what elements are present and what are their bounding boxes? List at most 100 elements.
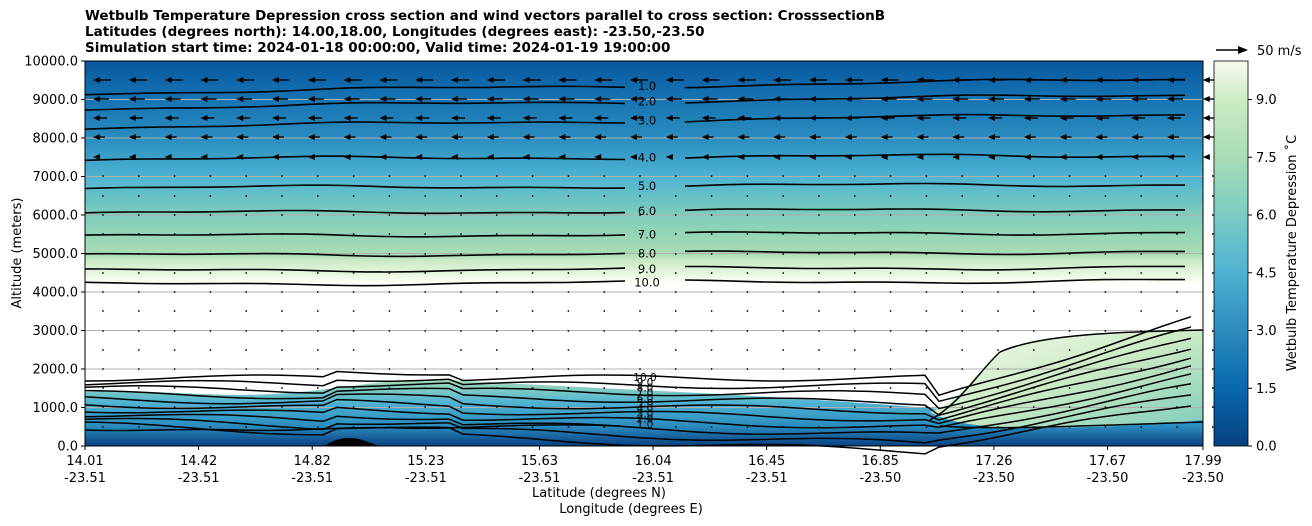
wind-vector bbox=[495, 233, 498, 235]
wind-vector bbox=[1140, 272, 1143, 274]
wind-vector bbox=[782, 175, 785, 177]
wind-vector bbox=[316, 233, 319, 235]
wind-vector-head bbox=[486, 154, 494, 160]
wind-vector bbox=[1211, 233, 1214, 235]
wind-vector-head bbox=[415, 77, 423, 83]
wind-vector-head bbox=[486, 134, 494, 140]
wind-vector bbox=[1032, 406, 1035, 408]
wind-vector bbox=[567, 310, 570, 312]
x-tick-label-lon: -23.51 bbox=[632, 471, 674, 486]
lower-contour-label: 6.0 bbox=[637, 393, 654, 405]
wind-vector bbox=[1104, 272, 1107, 274]
wind-vector bbox=[889, 368, 892, 370]
wind-vector bbox=[853, 272, 856, 274]
wind-vector-head bbox=[988, 96, 995, 102]
wind-vector bbox=[531, 426, 534, 428]
wind-vector bbox=[674, 330, 677, 332]
wind-vector bbox=[1211, 406, 1214, 408]
wind-vector-head bbox=[128, 96, 136, 102]
wind-vector bbox=[961, 406, 964, 408]
wind-vector bbox=[1104, 349, 1107, 351]
wind-vector bbox=[531, 253, 534, 255]
wind-vector bbox=[460, 310, 462, 312]
lower-contour-label: 10.0 bbox=[633, 372, 656, 384]
wind-vector-head bbox=[1202, 154, 1210, 160]
contour-line bbox=[684, 208, 1185, 213]
wind-vector bbox=[495, 214, 498, 216]
wind-vector-head bbox=[200, 77, 208, 83]
y-axis-label: Altitude (meters) bbox=[10, 198, 25, 309]
x-tick-label-lat: 17.26 bbox=[975, 454, 1012, 469]
colorbar: 0.0 1.5 3.0 4.5 6.0 7.5 9.0 Wetbulb Temperatur… bbox=[1213, 60, 1300, 455]
wind-vector-head bbox=[1059, 115, 1067, 121]
wind-vector-head bbox=[379, 96, 387, 102]
wind-vector bbox=[137, 349, 140, 351]
wind-vector bbox=[209, 175, 212, 177]
wind-vector-head bbox=[451, 96, 458, 102]
wind-vector bbox=[961, 195, 964, 197]
wind-vector bbox=[818, 387, 820, 389]
wind-vector-head bbox=[415, 96, 423, 102]
wind-vector bbox=[281, 426, 283, 428]
wind-vector bbox=[1176, 387, 1178, 389]
wind-vector bbox=[388, 291, 391, 293]
wind-vector bbox=[352, 330, 355, 332]
wind-vector bbox=[137, 310, 140, 312]
wind-vector bbox=[1176, 175, 1178, 177]
wind-vector bbox=[782, 233, 785, 235]
wind-vector bbox=[531, 349, 534, 351]
wind-vector bbox=[388, 330, 391, 332]
wind-vector bbox=[674, 272, 677, 274]
lower-contour-line bbox=[84, 382, 1192, 435]
wind-vector-head bbox=[236, 115, 244, 121]
wind-vector bbox=[209, 368, 212, 370]
wind-vector bbox=[137, 330, 140, 332]
wind-vector bbox=[674, 253, 677, 255]
wind-vector bbox=[925, 175, 928, 177]
lower-contour-label: 2.0 bbox=[637, 414, 654, 426]
wind-vector-head bbox=[773, 134, 781, 140]
wind-vector-head bbox=[343, 134, 351, 140]
wind-vector bbox=[531, 330, 534, 332]
wind-vector-head bbox=[988, 134, 995, 140]
wind-vector bbox=[245, 330, 248, 332]
wind-vector bbox=[746, 349, 749, 351]
contour-line bbox=[84, 155, 626, 162]
lower-contour-line bbox=[84, 357, 1192, 421]
wind-vector bbox=[316, 387, 319, 389]
wind-vector bbox=[102, 272, 104, 274]
y-axis: 0.0 1000.0 2000.0 3000.0 4000.0 5000.0 6000.0 7… bbox=[24, 55, 85, 455]
wind-vector bbox=[782, 310, 785, 312]
wind-vector bbox=[388, 253, 391, 255]
wind-vector bbox=[1140, 233, 1143, 235]
x-tick-label-lat: 15.23 bbox=[407, 454, 444, 469]
wind-vector bbox=[316, 406, 319, 408]
contour-line bbox=[84, 280, 626, 287]
wind-vector bbox=[281, 387, 283, 389]
wind-vector bbox=[388, 272, 391, 274]
wind-vector bbox=[961, 272, 964, 274]
wind-vector-head bbox=[844, 77, 852, 83]
wind-vector-head bbox=[522, 77, 530, 83]
wind-vector bbox=[1140, 387, 1143, 389]
wind-vector-head bbox=[1059, 96, 1067, 102]
contour-line bbox=[684, 182, 1185, 188]
wind-vector bbox=[710, 387, 713, 389]
wind-vector bbox=[853, 175, 856, 177]
wind-vector bbox=[853, 368, 856, 370]
wind-vector bbox=[818, 349, 820, 351]
wind-vector bbox=[961, 426, 964, 428]
wind-vector bbox=[137, 195, 140, 197]
wind-vector bbox=[1032, 214, 1035, 216]
wind-vector bbox=[173, 272, 176, 274]
wind-vector bbox=[746, 426, 749, 428]
wind-vector bbox=[173, 195, 176, 197]
wind-vector bbox=[1211, 387, 1214, 389]
wind-vector bbox=[853, 426, 856, 428]
wind-vector bbox=[316, 310, 319, 312]
wind-vector bbox=[782, 253, 785, 255]
wind-vector-head bbox=[737, 154, 745, 160]
contour-label: 8.0 bbox=[638, 247, 656, 261]
wind-vector bbox=[1104, 195, 1107, 197]
wind-vector bbox=[209, 310, 212, 312]
